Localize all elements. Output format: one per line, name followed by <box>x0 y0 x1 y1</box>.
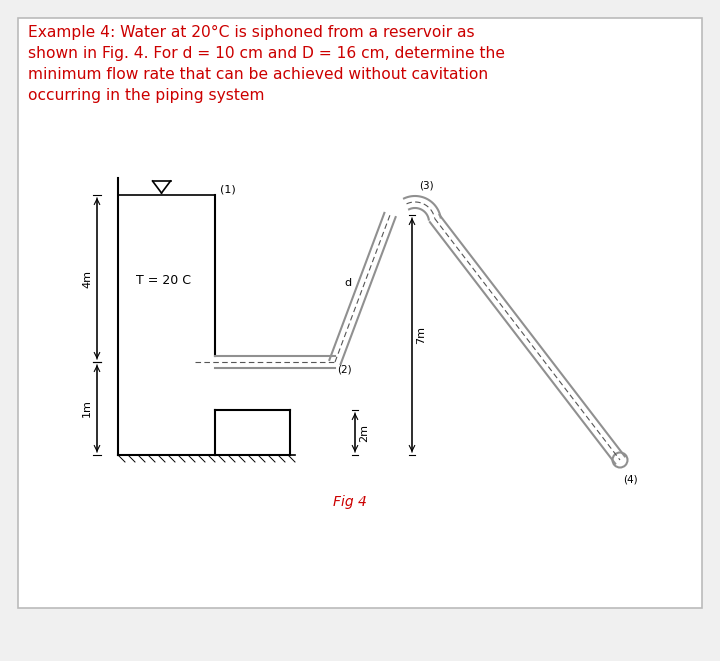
Text: Example 4: Water at 20°C is siphoned from a reservoir as
shown in Fig. 4. For d : Example 4: Water at 20°C is siphoned fro… <box>28 25 505 103</box>
Text: 7m: 7m <box>416 326 426 344</box>
Text: T = 20 C: T = 20 C <box>136 274 191 286</box>
Text: (3): (3) <box>419 180 433 190</box>
Text: 1m: 1m <box>82 399 92 418</box>
Text: (1): (1) <box>220 185 235 195</box>
Text: (4): (4) <box>623 474 638 484</box>
Text: (2): (2) <box>337 365 351 375</box>
Text: Fig 4: Fig 4 <box>333 495 367 509</box>
Text: 4m: 4m <box>82 270 92 288</box>
FancyBboxPatch shape <box>18 18 702 608</box>
Text: 2m: 2m <box>359 424 369 442</box>
Text: d: d <box>344 278 351 288</box>
